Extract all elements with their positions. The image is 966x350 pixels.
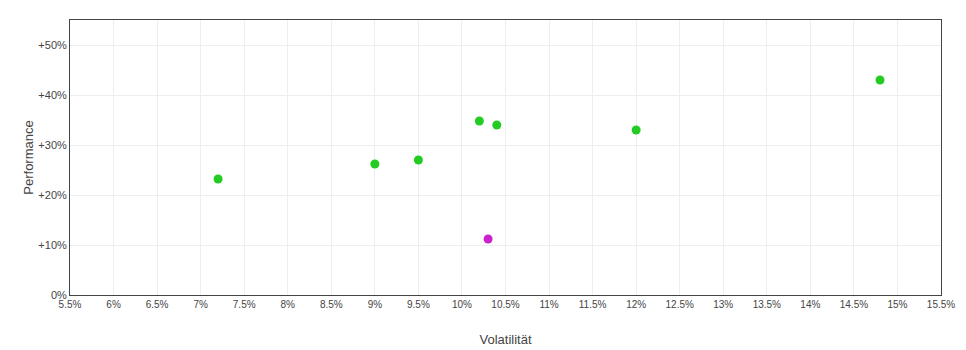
svg-text:0%: 0% (51, 289, 67, 301)
svg-text:+50%: +50% (38, 39, 67, 51)
svg-text:15%: 15% (887, 299, 907, 310)
svg-text:8%: 8% (281, 299, 296, 310)
svg-text:14%: 14% (800, 299, 820, 310)
svg-text:Performance: Performance (21, 120, 36, 194)
svg-text:7.5%: 7.5% (233, 299, 256, 310)
svg-text:11.5%: 11.5% (579, 299, 607, 310)
svg-text:5.5%: 5.5% (59, 299, 82, 310)
svg-text:12.5%: 12.5% (666, 299, 694, 310)
svg-text:Volatilität: Volatilität (479, 332, 531, 347)
svg-text:9.5%: 9.5% (407, 299, 430, 310)
svg-text:10%: 10% (452, 299, 472, 310)
svg-text:9%: 9% (368, 299, 383, 310)
svg-text:7%: 7% (193, 299, 208, 310)
svg-text:14.5%: 14.5% (840, 299, 868, 310)
svg-text:13%: 13% (713, 299, 733, 310)
svg-text:8.5%: 8.5% (320, 299, 343, 310)
svg-text:6%: 6% (106, 299, 121, 310)
svg-text:+10%: +10% (38, 239, 67, 251)
svg-text:+30%: +30% (38, 139, 67, 151)
svg-text:+40%: +40% (38, 89, 67, 101)
svg-text:12%: 12% (626, 299, 646, 310)
svg-text:13.5%: 13.5% (753, 299, 781, 310)
svg-text:15.5%: 15.5% (927, 299, 955, 310)
svg-text:10.5%: 10.5% (491, 299, 519, 310)
svg-text:6.5%: 6.5% (146, 299, 169, 310)
svg-text:11%: 11% (539, 299, 558, 310)
svg-text:+20%: +20% (38, 189, 67, 201)
